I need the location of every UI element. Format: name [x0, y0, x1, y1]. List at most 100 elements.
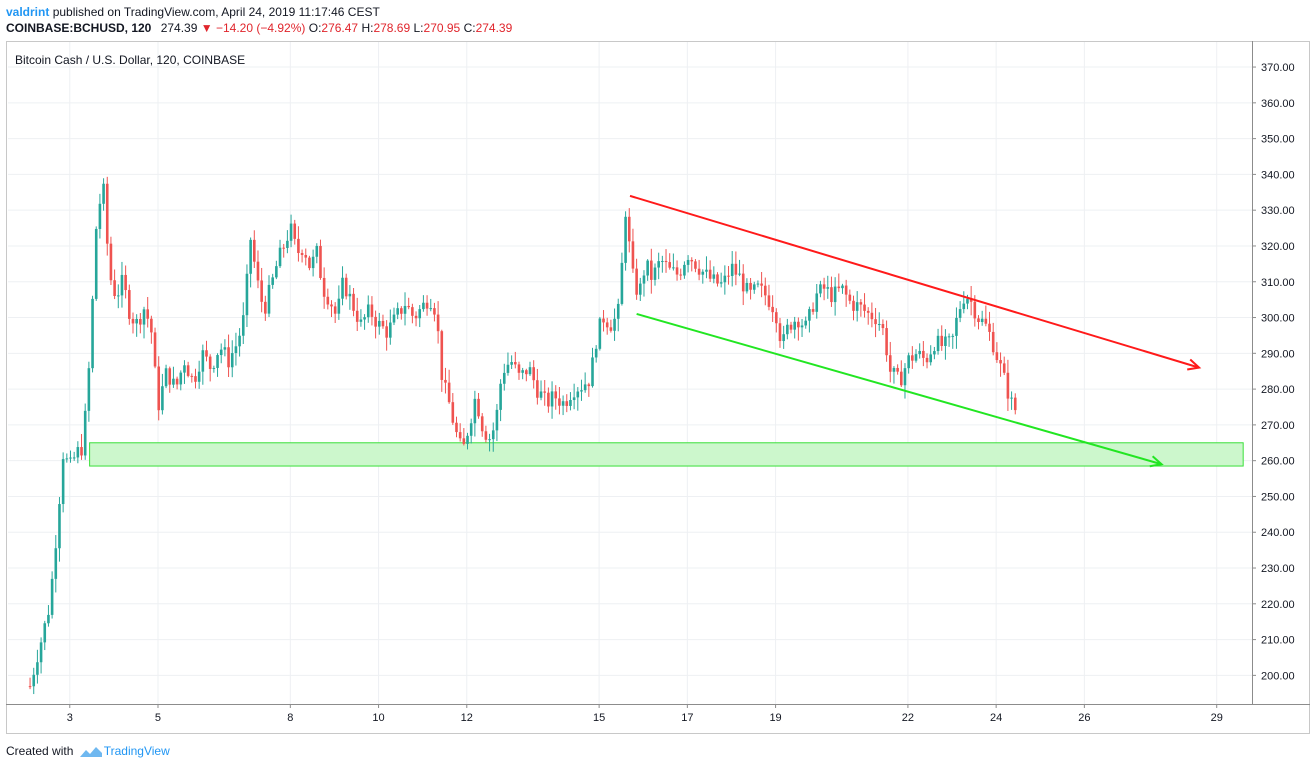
candle-body: [1013, 397, 1017, 411]
candle-body: [837, 286, 841, 289]
candle-body: [793, 321, 796, 330]
candle-body: [760, 283, 763, 286]
candle-body: [830, 287, 833, 303]
candle-body: [429, 308, 433, 310]
candle-body: [433, 308, 436, 315]
author-link[interactable]: valdrint: [6, 5, 50, 19]
candle-body: [451, 402, 455, 423]
candle-body: [940, 335, 944, 347]
candle-body: [565, 401, 569, 406]
last-price: 274.39: [160, 21, 198, 35]
candle-body: [973, 301, 977, 319]
candle-body: [918, 350, 921, 355]
candle-body: [484, 431, 488, 440]
time-tick-label: 22: [902, 712, 914, 724]
candle-body: [694, 261, 697, 269]
candle-body: [326, 296, 330, 305]
candle-body: [39, 642, 43, 663]
candle-body: [157, 366, 161, 411]
candle-body: [87, 368, 91, 411]
close-label: C:: [463, 21, 476, 35]
resistance-trendline[interactable]: [629, 194, 1200, 369]
price-chart[interactable]: Bitcoin Cash / U.S. Dollar, 120, COINBAS…: [6, 41, 1310, 734]
candle-body: [653, 267, 657, 280]
support-trendline[interactable]: [636, 312, 1162, 466]
chart-area[interactable]: Bitcoin Cash / U.S. Dollar, 120, COINBAS…: [6, 41, 1310, 734]
candle-body: [808, 309, 811, 321]
candle-body: [638, 283, 642, 295]
candle-body: [543, 391, 547, 393]
candle-body: [749, 282, 752, 290]
candle-body: [528, 367, 532, 375]
candle-body: [260, 280, 263, 302]
candle-body: [422, 302, 425, 310]
price-tick-label: 310.00: [1261, 277, 1295, 289]
candle-body: [892, 367, 896, 372]
support-zone[interactable]: [89, 442, 1244, 467]
candle-body: [333, 306, 337, 314]
candle-body: [146, 309, 149, 319]
tradingview-brand-link[interactable]: TradingView: [103, 744, 170, 758]
candle-body: [683, 264, 686, 276]
candle-body: [256, 261, 260, 281]
trendlines[interactable]: [629, 194, 1202, 468]
candle-body: [730, 263, 734, 277]
candle-body: [128, 290, 131, 319]
candle-body: [877, 324, 881, 326]
candle-body: [708, 269, 712, 279]
quote-line: COINBASE:BCHUSD, 120 274.39 ▼ −14.20 (−4…: [6, 20, 1306, 36]
candle-body: [958, 309, 962, 318]
candle-body: [414, 315, 418, 319]
candle-body: [102, 183, 105, 204]
candle-body: [525, 370, 528, 375]
price-axis[interactable]: 200.00 210.00 220.00 230.00 240.00 250.00 260.…: [1252, 62, 1295, 682]
candle-body: [241, 315, 245, 336]
candles: [28, 176, 1017, 695]
candle-body: [172, 378, 175, 385]
candle-body: [462, 438, 466, 444]
open-label: O:: [308, 21, 322, 35]
candle-body: [510, 362, 513, 365]
candle-body: [223, 347, 227, 350]
open-value: 276.47: [321, 21, 359, 35]
candle-body: [756, 283, 760, 285]
candle-body: [925, 357, 929, 363]
candle-body: [392, 314, 396, 323]
candle-body: [488, 439, 491, 441]
candle-body: [874, 319, 877, 325]
candle-body: [826, 287, 830, 289]
candle-body: [650, 260, 653, 280]
price-change: −14.20 (−4.92%): [215, 21, 306, 35]
candle-body: [355, 310, 359, 322]
time-tick-label: 17: [681, 712, 693, 724]
candle-body: [480, 416, 484, 432]
high-label: H:: [361, 21, 374, 35]
candle-body: [646, 260, 649, 276]
candle-body: [966, 298, 969, 304]
symbol-label: COINBASE:BCHUSD, 120: [6, 21, 152, 35]
low-label: L:: [413, 21, 424, 35]
candle-body: [866, 310, 870, 313]
candle-body: [815, 293, 819, 312]
candle-body: [988, 323, 991, 332]
candle-body: [466, 435, 469, 444]
candle-body: [591, 357, 594, 387]
candle-body: [561, 401, 565, 406]
candle-body: [929, 354, 933, 363]
candle-body: [447, 382, 451, 403]
candle-body: [763, 285, 767, 296]
candle-body: [150, 318, 153, 333]
candle-body: [495, 409, 499, 431]
price-tick-label: 330.00: [1261, 205, 1295, 217]
candle-body: [999, 360, 1002, 364]
candle-body: [473, 398, 477, 424]
down-arrow-icon: ▼: [200, 21, 213, 35]
candle-body: [436, 314, 440, 332]
grid: [8, 42, 1252, 704]
high-value: 278.69: [373, 21, 411, 35]
time-axis[interactable]: 3 5 8 10 12 15 17 19 22 24 26 29: [67, 704, 1223, 724]
candle-body: [569, 400, 572, 406]
candle-body: [605, 322, 609, 328]
candle-body: [554, 391, 558, 399]
candle-body: [558, 398, 561, 406]
